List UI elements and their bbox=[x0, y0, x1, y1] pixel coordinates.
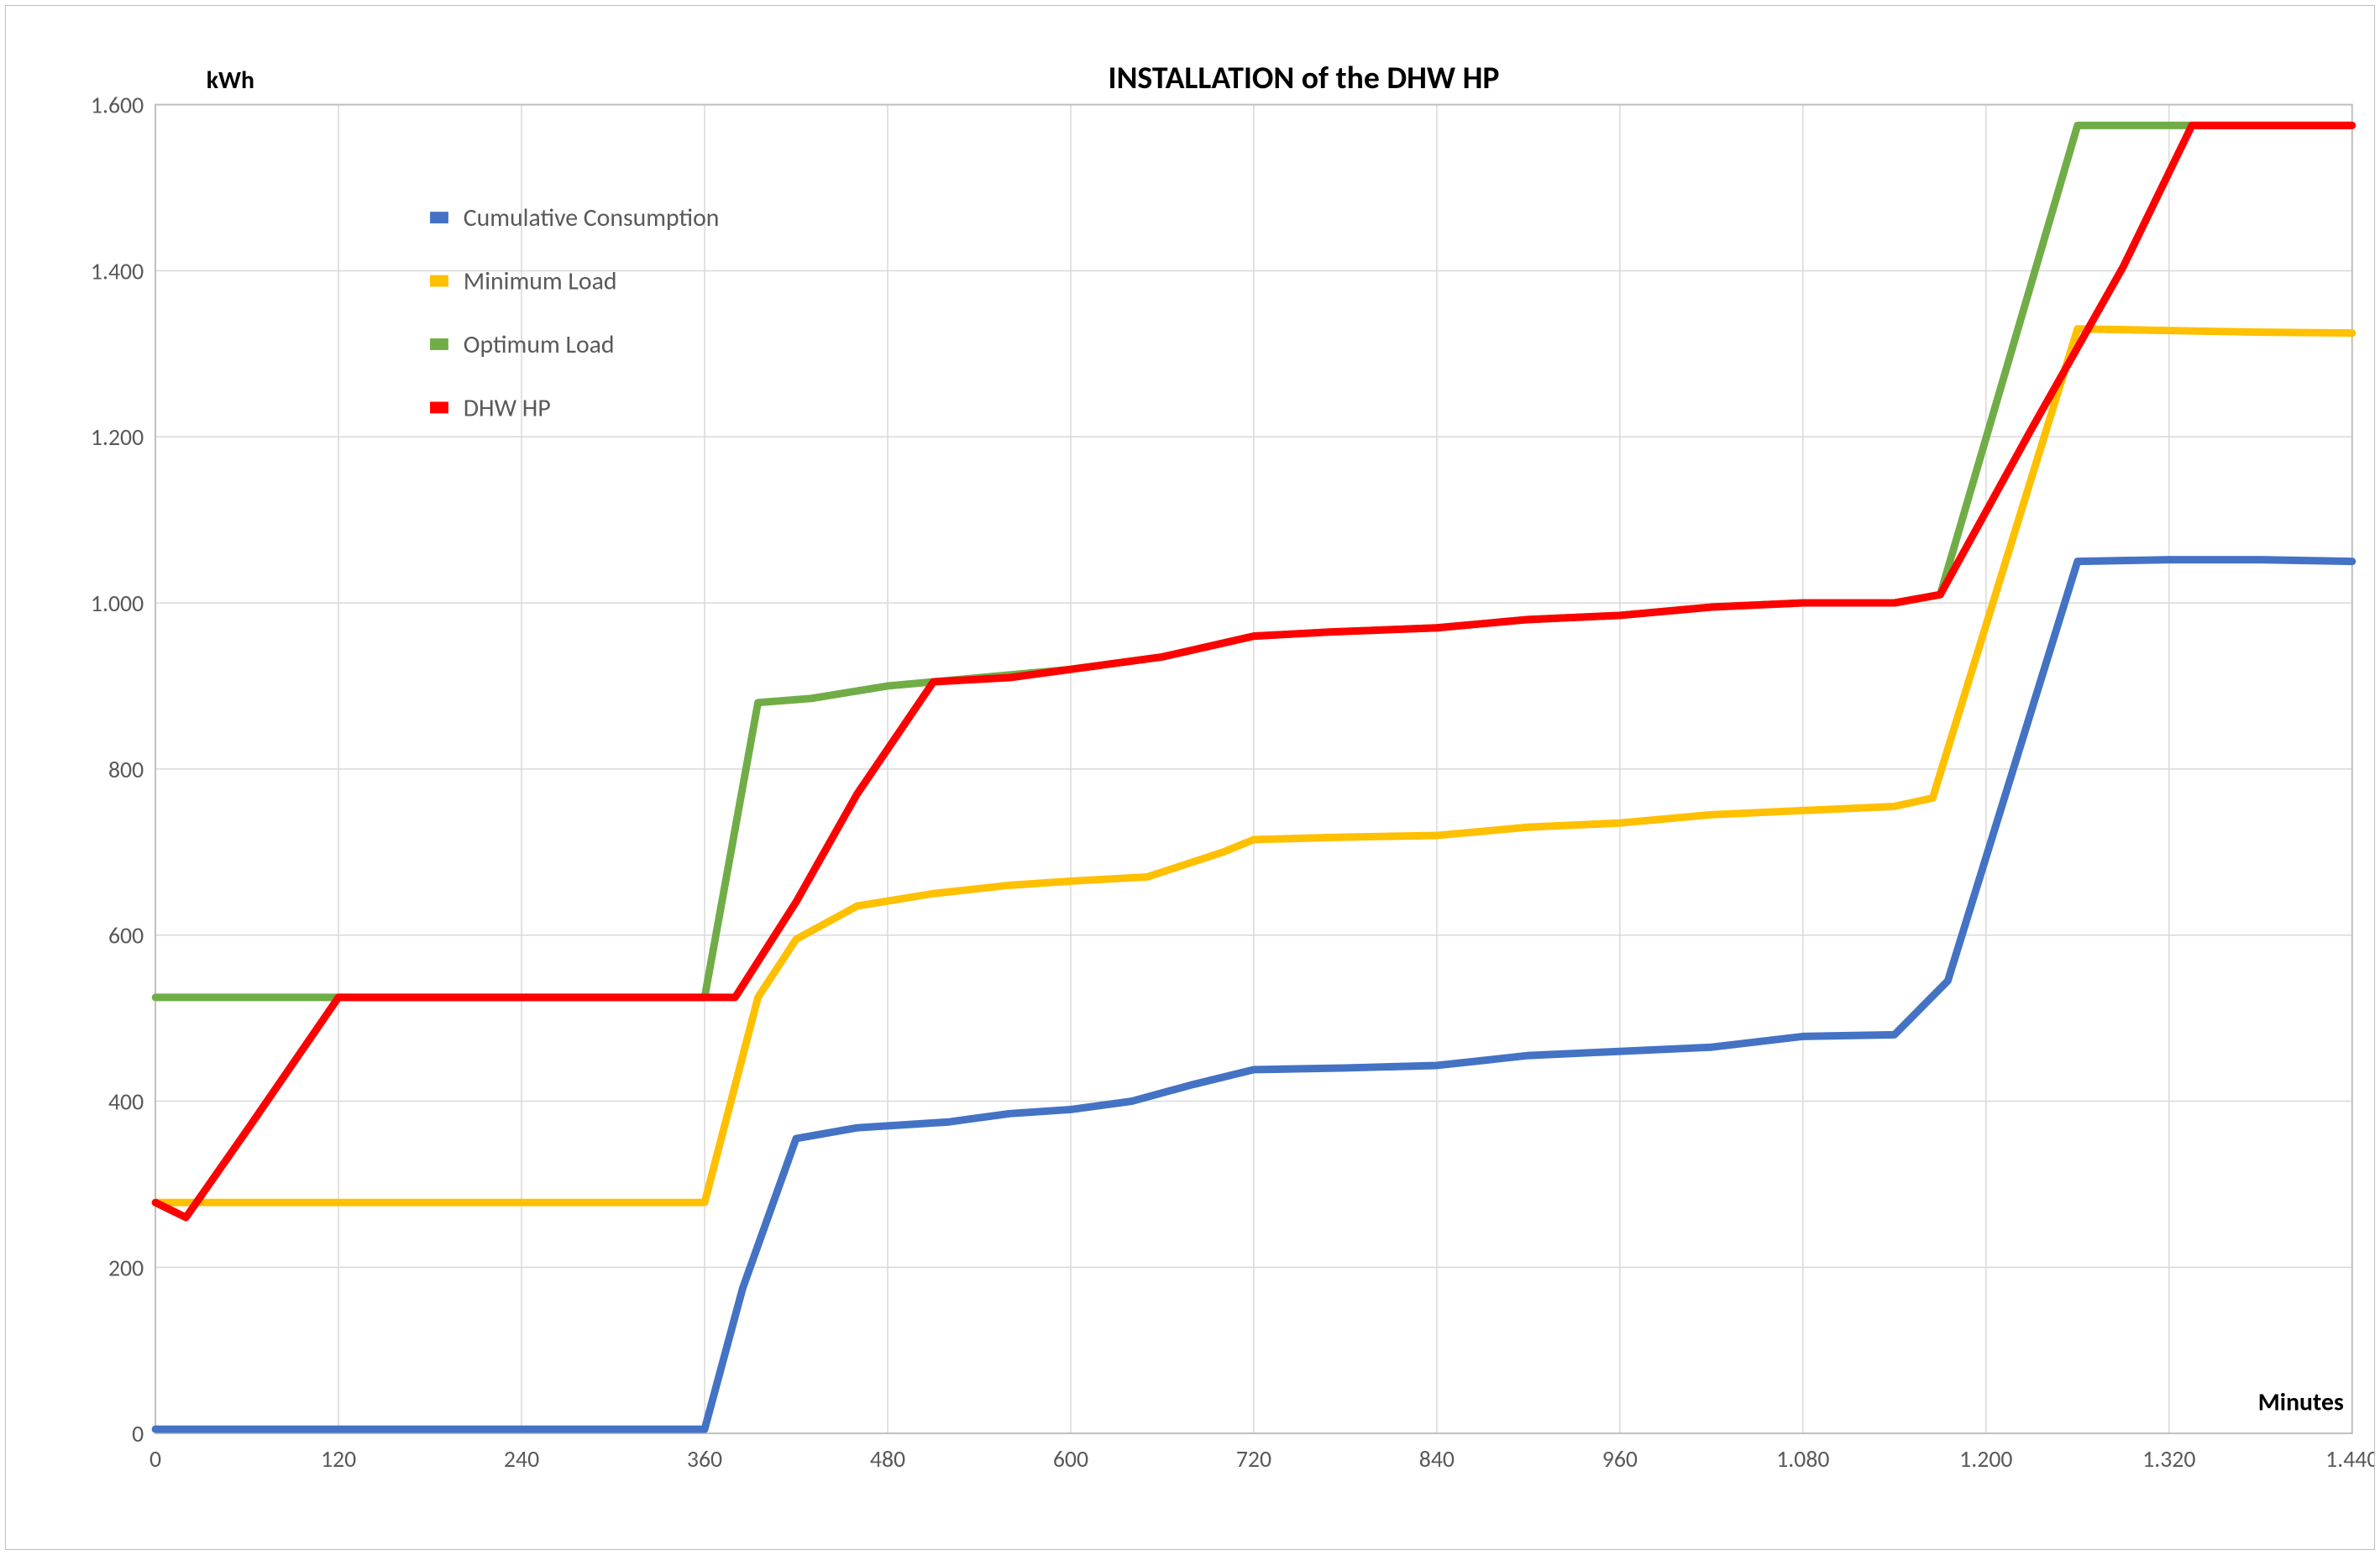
chart-outer-frame: 0 200 400 600 800 1.000 1.200 1.400 1.600 0 120 240… bbox=[5, 5, 2375, 1550]
y-tick-label: 400 bbox=[108, 1088, 144, 1116]
x-tick-label: 960 bbox=[1602, 1446, 1638, 1474]
y-tick-label: 1.000 bbox=[91, 590, 144, 618]
y-tick-label: 1.200 bbox=[91, 424, 144, 452]
y-tick-label: 600 bbox=[108, 923, 144, 950]
x-tick-label: 600 bbox=[1053, 1446, 1088, 1474]
y-tick-label: 0 bbox=[132, 1421, 144, 1448]
legend-label: Optimum Load bbox=[464, 329, 615, 359]
y-axis-label: kWh bbox=[207, 65, 254, 95]
y-tick-label: 800 bbox=[108, 757, 144, 784]
legend-swatch bbox=[430, 212, 448, 223]
x-tick-label: 1.440 bbox=[2325, 1446, 2374, 1474]
x-tick-label: 360 bbox=[687, 1446, 722, 1474]
legend-swatch bbox=[430, 338, 448, 350]
legend-label: Cumulative Consumption bbox=[464, 202, 720, 233]
x-axis-label: Minutes bbox=[2258, 1386, 2344, 1416]
y-tick-label: 200 bbox=[108, 1254, 144, 1282]
x-tick-label: 0 bbox=[149, 1446, 161, 1474]
y-tick-label: 1.600 bbox=[91, 92, 144, 120]
x-tick-label: 720 bbox=[1236, 1446, 1271, 1474]
x-tick-label: 1.200 bbox=[1959, 1446, 2012, 1474]
x-tick-label: 1.320 bbox=[2142, 1446, 2195, 1474]
x-tick-label: 840 bbox=[1419, 1446, 1455, 1474]
legend-swatch bbox=[430, 275, 448, 287]
y-tick-label: 1.400 bbox=[91, 258, 144, 285]
legend-swatch bbox=[430, 401, 448, 413]
chart-title: INSTALLATION of the DHW HP bbox=[1109, 59, 1500, 97]
x-tick-label: 120 bbox=[321, 1446, 356, 1474]
legend-label: DHW HP bbox=[464, 392, 551, 422]
x-tick-label: 480 bbox=[870, 1446, 905, 1474]
legend-label: Minimum Load bbox=[464, 265, 617, 296]
x-tick-label: 1.080 bbox=[1776, 1446, 1829, 1474]
x-tick-label: 240 bbox=[504, 1446, 539, 1474]
dhw-hp-chart: 0 200 400 600 800 1.000 1.200 1.400 1.600 0 120 240… bbox=[6, 6, 2374, 1549]
